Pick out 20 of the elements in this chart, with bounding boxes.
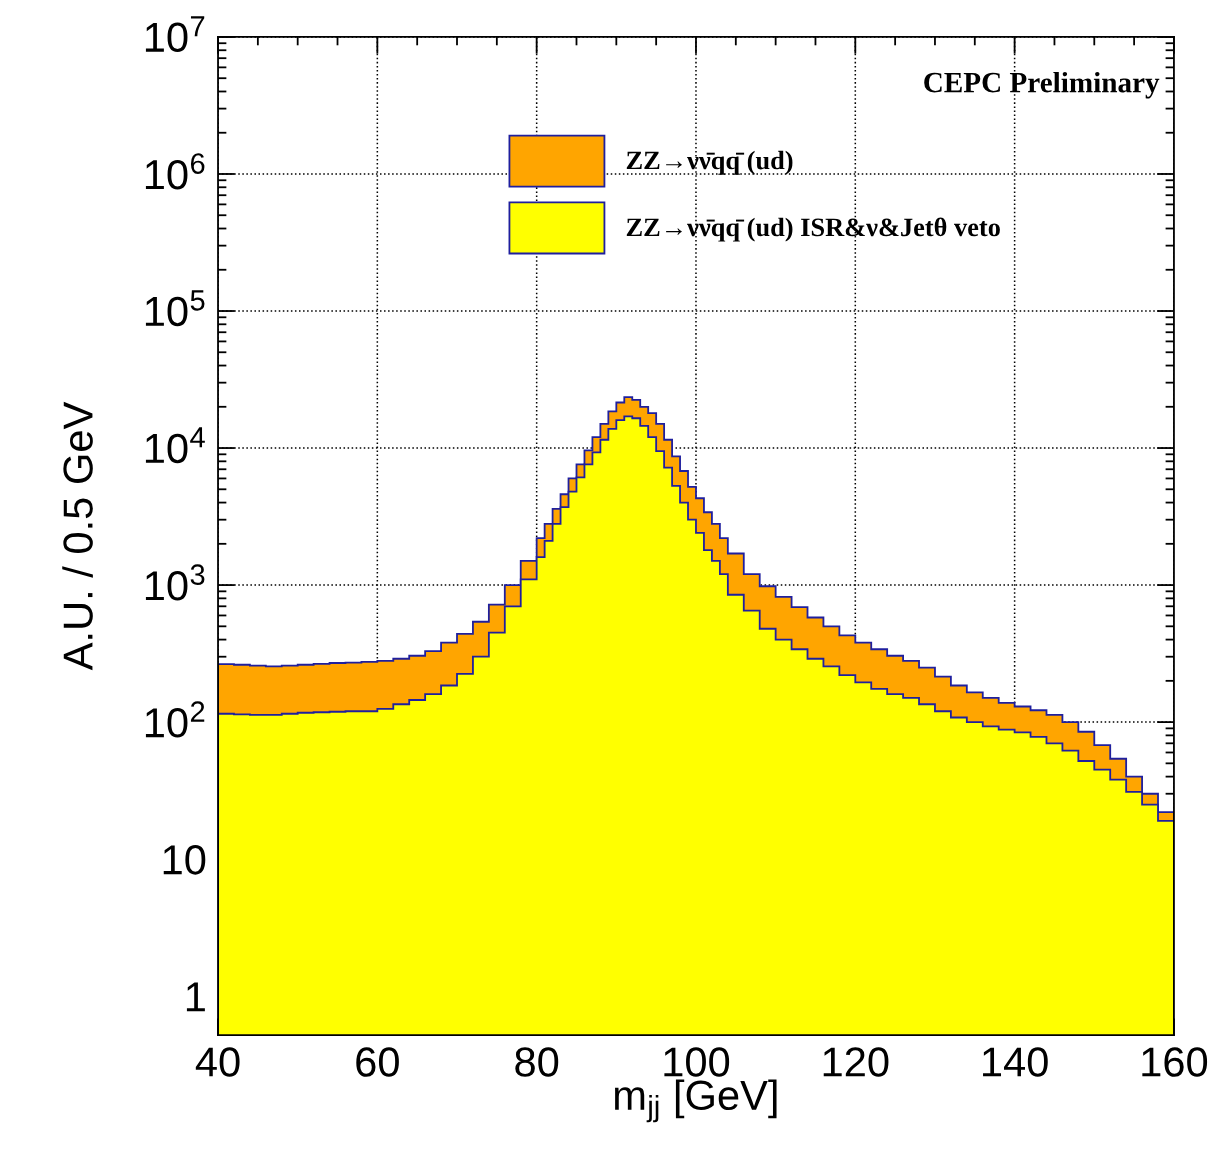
x-tick-label: 60 [356, 1047, 399, 1077]
y-tick-label: 10$^{5}$ [145, 290, 205, 327]
x-tick-label: 40 [195, 1047, 240, 1077]
x-tick-label: 160 [1142, 1047, 1208, 1077]
x-tick-label: 100 [664, 1047, 730, 1077]
annotation: CEPC Preliminary [924, 71, 1160, 99]
y-tick-label: 1 [186, 982, 205, 1012]
y-tick-label: 10$^{2}$ [145, 701, 205, 738]
y-tick-label: 10$^{7}$ [145, 16, 205, 53]
y-tick-label: 10$^{6}$ [145, 153, 205, 190]
y-tick-label: 10 [163, 845, 206, 875]
x-tick-label: 80 [515, 1047, 559, 1077]
legend-label: ZZ→νν̄qq̄ (ud) [626, 150, 793, 175]
x-tick-label: 120 [823, 1047, 889, 1077]
y-axis-title: A.U. / 0.5 GeV [62, 401, 93, 671]
x-tick-label: 140 [983, 1047, 1048, 1077]
legend-label: ZZ→νν̄qq̄ (ud) ISR&ν&Jetθ veto [626, 217, 1000, 242]
x-axis-title: m$_{jj}$ [GeV] [615, 1079, 777, 1123]
y-tick-label: 10$^{4}$ [145, 427, 205, 464]
y-tick-label: 10$^{3}$ [145, 564, 205, 601]
